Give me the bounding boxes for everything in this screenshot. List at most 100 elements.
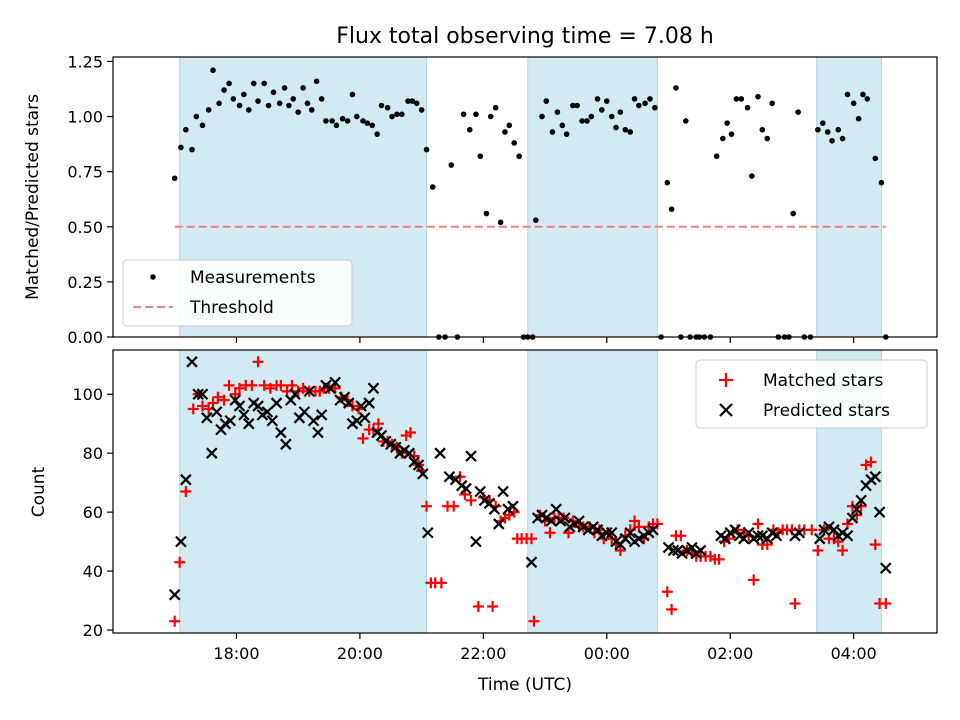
measurement-point: [304, 100, 311, 107]
predicted-star-point: [363, 397, 375, 409]
measurement-point: [728, 131, 735, 137]
matched-star-point: [865, 456, 877, 468]
matched-star-point: [812, 544, 824, 556]
legend: Measurements Threshold: [122, 259, 353, 327]
measurement-point: [245, 107, 252, 113]
measurement-point: [864, 96, 871, 102]
measurement-point: [516, 153, 522, 160]
measurement-point: [594, 96, 601, 102]
measurement-point: [860, 91, 866, 98]
measurement-point: [720, 135, 726, 142]
measurement-point: [339, 115, 346, 122]
matched-star-point: [629, 515, 641, 527]
predicted-star-point: [752, 529, 764, 542]
predicted-star-point: [497, 485, 509, 498]
predicted-star-point: [329, 376, 341, 389]
observing-window-band: [816, 56, 882, 338]
measurement-point: [378, 102, 385, 109]
measurement-point: [724, 120, 730, 126]
predicted-star-point: [624, 526, 637, 539]
matched-star-point: [234, 382, 246, 394]
predicted-star-point: [770, 529, 783, 542]
predicted-star-point: [729, 524, 741, 536]
measurement-point: [829, 137, 835, 144]
predicted-star-point: [694, 544, 707, 557]
predicted-star-point: [312, 426, 324, 439]
measurement-point: [795, 109, 801, 115]
measurement-point: [178, 144, 184, 151]
plot-frame: [112, 349, 938, 634]
measurement-point: [855, 115, 862, 122]
measurement-point: [613, 124, 619, 131]
predicted-star-point: [434, 447, 446, 459]
predicted-star-point: [793, 526, 806, 539]
matched-star-point: [666, 603, 678, 615]
matched-star-point: [525, 533, 537, 545]
predicted-star-point: [474, 485, 487, 498]
predicted-star-point: [525, 556, 538, 569]
matched-star-point: [174, 556, 186, 568]
measurement-point: [599, 107, 605, 113]
predicted-star-point: [275, 426, 287, 439]
ratio-panel: 0.00 0.25 0.50 0.75 1.00 1.25 Matched/Predict…: [23, 52, 938, 347]
measurement-point: [506, 122, 513, 129]
x-tick-label: 04:00: [831, 644, 877, 663]
measurement-point: [492, 104, 499, 111]
measurement-point: [477, 153, 484, 160]
measurement-point: [584, 118, 590, 124]
measurement-point: [241, 91, 247, 98]
measurement-point: [487, 113, 494, 120]
legend: Matched stars Predicted stars: [695, 359, 928, 429]
predicted-star-point: [389, 441, 402, 454]
measurement-point: [824, 129, 831, 135]
matched-star-point: [806, 524, 818, 536]
predicted-star-point: [201, 412, 213, 424]
predicted-star-point: [355, 400, 367, 412]
y-axis-label: Count: [29, 466, 49, 517]
measurement-point: [574, 102, 580, 109]
measurement-point: [308, 107, 315, 113]
matched-star-point: [713, 553, 725, 565]
measurement-point: [878, 179, 885, 186]
measurement-point: [682, 118, 689, 124]
measurement-point: [210, 67, 216, 74]
measurement-point: [759, 126, 766, 133]
measurement-point: [394, 111, 400, 118]
y-tick-label: 20: [83, 621, 103, 640]
matched-star-point: [487, 600, 499, 612]
matched-star-point: [752, 518, 764, 530]
y-tick-label: 40: [83, 562, 103, 581]
y-axis-ticks: 0.00 0.25 0.50 0.75 1.00 1.25: [67, 52, 113, 347]
predicted-star-point: [869, 470, 882, 483]
measurement-point: [483, 210, 490, 217]
measurement-point: [543, 98, 550, 104]
predicted-star-point: [492, 518, 505, 530]
observing-windows: [179, 349, 882, 634]
predicted-star-point: [252, 400, 264, 412]
x-tick-label: 00:00: [584, 644, 630, 663]
measurement-point: [354, 113, 360, 120]
measurement-point: [276, 100, 283, 107]
matched-star-point: [869, 539, 881, 551]
matched-star-point: [187, 403, 199, 415]
predicted-star-point: [224, 414, 237, 427]
legend-label: Threshold: [189, 298, 274, 318]
predicted-star-point: [229, 394, 241, 406]
predicted-star-point: [667, 544, 680, 557]
matched-star-point: [842, 518, 854, 530]
predicted-star-point: [289, 388, 301, 400]
predicted-star-point: [460, 482, 472, 495]
measurement-point: [617, 109, 624, 115]
measurement-point: [226, 80, 232, 87]
measurement-point: [622, 126, 629, 133]
measurement-point: [374, 131, 380, 137]
measurement-point: [850, 100, 857, 107]
measurement-point: [460, 111, 467, 118]
matched-star-point: [880, 598, 892, 610]
predicted-star-point: [470, 535, 482, 548]
measurement-point: [502, 129, 508, 135]
predicted-star-point: [828, 524, 840, 536]
measurement-point: [270, 89, 277, 96]
measurement-point: [300, 85, 306, 91]
